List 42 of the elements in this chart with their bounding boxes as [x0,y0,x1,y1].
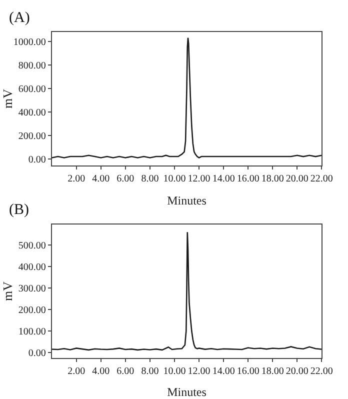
y-tick-label: 300.00 [18,284,46,295]
x-tick-label: 2.00 [68,366,86,378]
x-tick-label: 4.00 [92,174,110,185]
y-tick-label: 400.00 [18,107,46,118]
x-axis-title: Minutes [167,193,207,208]
x-tick-label: 22.00 [310,366,333,378]
y-tick-label: 1000.00 [13,36,46,48]
x-tick-label: 16.00 [236,174,260,185]
y-tick-label: 200.00 [18,130,46,142]
y-tick-label: 600.00 [18,84,46,95]
x-tick-label: 18.00 [261,174,284,185]
y-tick-label: 0.00 [28,348,46,360]
x-tick-label: 8.00 [141,366,159,378]
x-tick-label: 16.00 [236,366,260,378]
y-axis-title: mV [0,280,15,302]
x-tick-label: 8.00 [141,174,159,185]
line-series [52,37,322,158]
x-tick-label: 22.00 [310,174,333,185]
y-tick-label: 100.00 [18,326,46,338]
x-tick-label: 10.00 [163,366,186,378]
x-tick-label: 18.00 [261,366,284,378]
x-tick-label: 6.00 [116,174,134,185]
y-tick-label: 800.00 [18,60,46,72]
line-series [52,232,322,351]
x-axis-title: Minutes [167,385,207,399]
x-tick-label: 12.00 [188,174,210,185]
y-tick-label: 0.00 [28,154,46,166]
x-tick-label: 12.00 [188,366,210,378]
x-tick-label: 14.00 [212,174,235,185]
x-tick-label: 4.00 [92,366,110,378]
y-tick-label: 400.00 [18,262,46,274]
x-tick-label: 20.00 [286,174,308,185]
y-axis-title: mV [0,88,15,108]
y-tick-label: 500.00 [18,240,46,252]
x-tick-label: 14.00 [212,366,235,378]
chart-title: (B) [9,202,29,218]
x-tick-label: 10.00 [163,174,186,185]
x-tick-label: 6.00 [116,366,134,378]
x-tick-label: 2.00 [68,174,86,185]
x-tick-label: 20.00 [286,366,308,378]
y-tick-label: 200.00 [18,305,46,316]
chart-title: (A) [9,10,30,26]
